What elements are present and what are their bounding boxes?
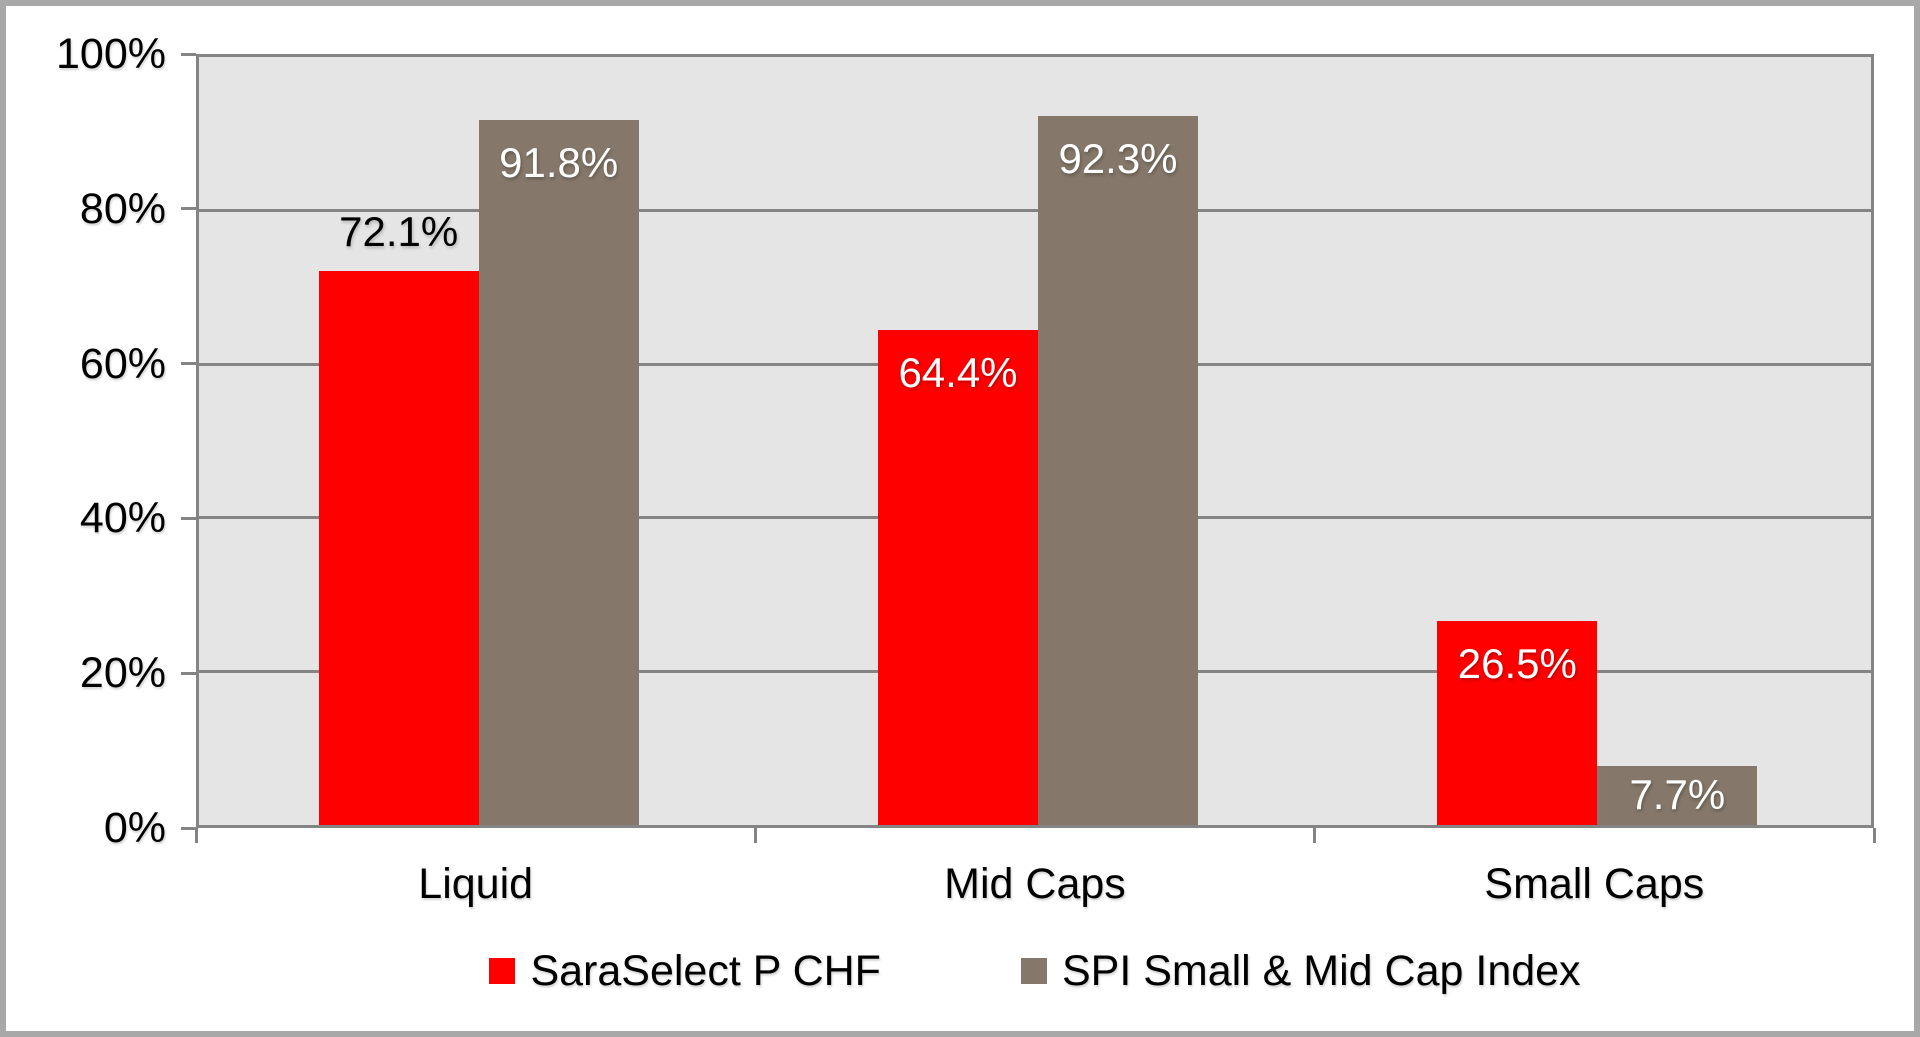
y-axis-tick-mark: [181, 826, 196, 830]
y-axis-tick-label: 40%: [79, 494, 166, 543]
bar-group-mid-caps: 64.4% 92.3%: [758, 57, 1317, 825]
y-axis-tick-mark: [181, 52, 196, 56]
legend-swatch-icon: [489, 958, 516, 984]
y-axis-tick-label: 20%: [79, 649, 166, 698]
y-axis-tick-mark: [181, 671, 196, 675]
bar-value-label: 26.5%: [1457, 640, 1577, 688]
y-axis-tick-label: 80%: [79, 184, 166, 233]
legend-label: SaraSelect P CHF: [530, 946, 881, 995]
bar-group-small-caps: 26.5% 7.7%: [1318, 57, 1877, 825]
legend-item-series1: SaraSelect P CHF: [489, 947, 881, 996]
legend-label: SPI Small & Mid Cap Index: [1061, 946, 1581, 995]
bar-group-liquid: 72.1% 91.8%: [199, 57, 758, 825]
x-axis-tick-mark: [194, 828, 198, 843]
bar-series2-liquid: 91.8%: [478, 119, 639, 825]
bar-series1-liquid: 72.1%: [318, 209, 479, 825]
y-axis-tick-mark: [181, 362, 196, 366]
x-axis-category-label: Liquid: [418, 860, 534, 908]
bar-series1-small-caps: 26.5%: [1437, 621, 1598, 825]
y-axis-tick-label: 100%: [56, 30, 166, 78]
x-axis-category-label: Small Caps: [1484, 860, 1705, 908]
gridline: [199, 209, 1871, 213]
bar-series2-small-caps: 7.7%: [1597, 765, 1758, 825]
y-axis-tick-mark: [181, 516, 196, 520]
legend: SaraSelect P CHF SPI Small & Mid Cap Inde…: [196, 941, 1874, 1001]
bar-value-label: 7.7%: [1629, 771, 1726, 819]
y-axis-tick-label: 0%: [103, 804, 166, 852]
y-axis-tick-mark: [181, 207, 196, 211]
bar-value-label: 72.1%: [339, 208, 459, 256]
plot-area: 72.1% 91.8% 64.4% 92.3% 26.5% 7.7%: [196, 54, 1874, 828]
bar-value-label: 64.4%: [898, 349, 1018, 397]
x-axis-tick-mark: [1313, 828, 1317, 843]
legend-item-series2: SPI Small & Mid Cap Index: [1020, 946, 1581, 996]
bar-value-label: 92.3%: [1058, 135, 1178, 183]
bar-value-label: 91.8%: [499, 138, 619, 186]
x-axis-tick-mark: [1872, 828, 1876, 843]
y-axis-tick-label: 60%: [79, 339, 166, 388]
bar-series2-mid-caps: 92.3%: [1037, 116, 1198, 825]
bar-series1-mid-caps: 64.4%: [877, 330, 1038, 825]
x-axis-tick-mark: [753, 828, 757, 843]
legend-swatch-icon: [1020, 958, 1047, 984]
x-axis-category-label: Mid Caps: [944, 860, 1126, 908]
